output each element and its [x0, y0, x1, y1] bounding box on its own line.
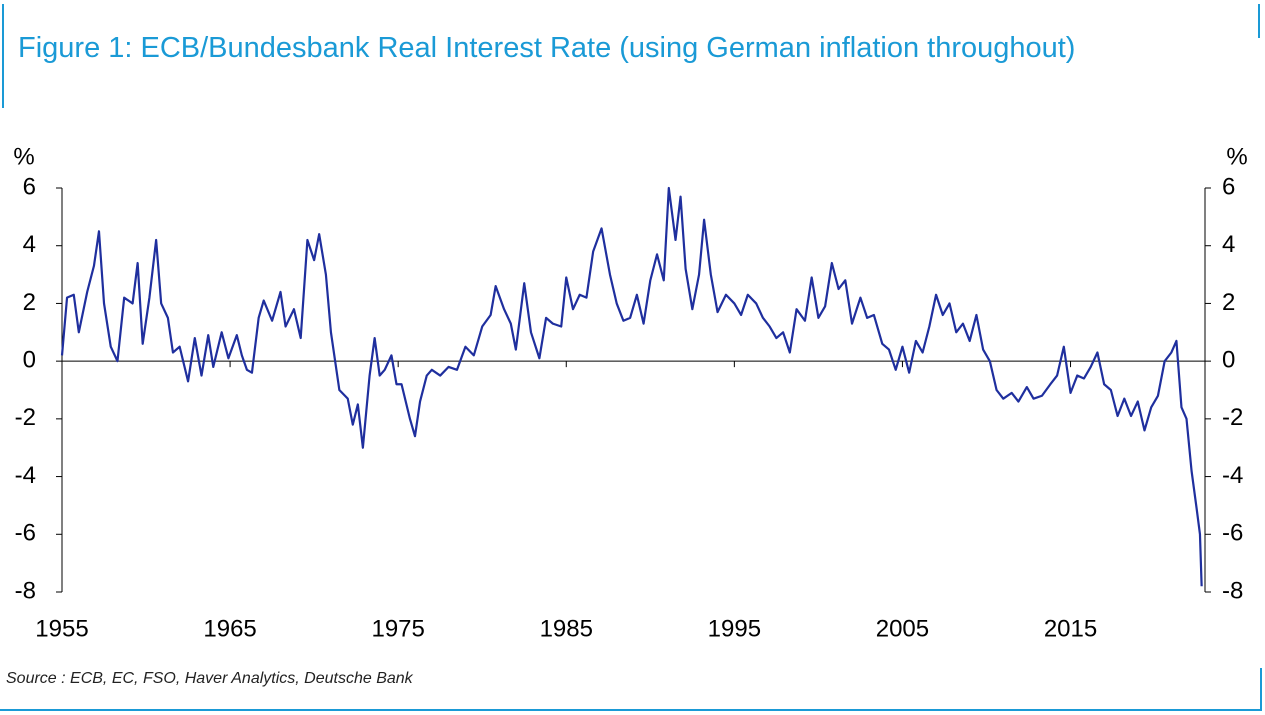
- y2-tick-label: 2: [1222, 289, 1235, 316]
- y-tick-label: 0: [23, 346, 36, 373]
- chart-title: Figure 1: ECB/Bundesbank Real Interest R…: [18, 32, 1076, 64]
- data-line: [60, 186, 1203, 587]
- source-note: Source : ECB, EC, FSO, Haver Analytics, …: [6, 670, 413, 687]
- x-tick-label: 2005: [876, 615, 929, 642]
- y-tick-label: -2: [15, 404, 36, 431]
- x-tick-label: 1965: [203, 615, 256, 642]
- y2-tick-label: -8: [1222, 577, 1243, 604]
- y2-tick-label: 0: [1222, 346, 1235, 373]
- x-tick-label: 1975: [371, 615, 424, 642]
- x-tick-label: 1955: [35, 615, 88, 642]
- y2-tick-label: 4: [1222, 231, 1235, 258]
- y-tick-label: 2: [23, 289, 36, 316]
- y-axis-label: %: [13, 143, 34, 170]
- y2-axis-label: %: [1226, 143, 1247, 170]
- y2-tick-label: -2: [1222, 404, 1243, 431]
- y2-tick-label: 6: [1222, 173, 1235, 200]
- y-tick-label: -6: [15, 520, 36, 547]
- y-tick-label: 4: [23, 231, 36, 258]
- y2-tick-label: -4: [1222, 462, 1243, 489]
- y-tick-label: -4: [15, 462, 36, 489]
- x-tick-label: 1995: [708, 615, 761, 642]
- y-tick-label: -8: [15, 577, 36, 604]
- y2-tick-label: -6: [1222, 520, 1243, 547]
- x-tick-label: 1985: [540, 615, 593, 642]
- y-tick-label: 6: [23, 173, 36, 200]
- x-tick-label: 2015: [1044, 615, 1097, 642]
